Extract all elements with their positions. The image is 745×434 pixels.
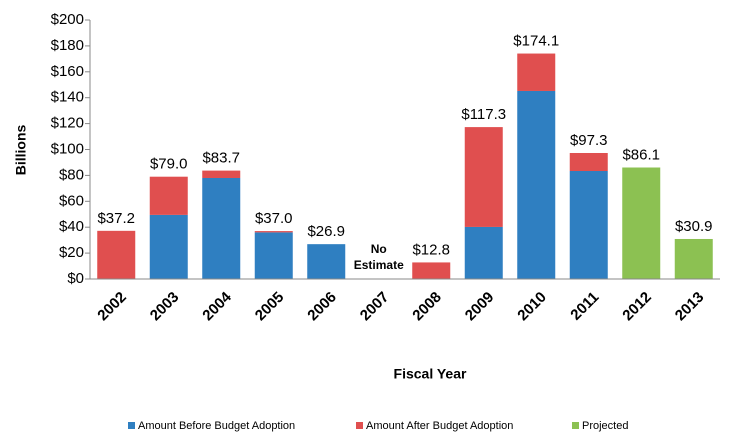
bar-segment bbox=[464, 127, 503, 227]
y-tick-label: $140 bbox=[51, 89, 84, 106]
y-axis-title: Billions bbox=[13, 125, 29, 176]
value-label: $37.0 bbox=[255, 210, 293, 227]
x-tick-label: 2005 bbox=[252, 289, 288, 325]
bar-segment bbox=[674, 238, 713, 279]
x-tick-label: 2007 bbox=[357, 289, 393, 325]
x-tick-label: 2009 bbox=[462, 289, 498, 325]
value-label: $12.8 bbox=[412, 241, 450, 258]
bar-segment bbox=[149, 176, 188, 215]
bar-segment bbox=[254, 232, 293, 279]
bar-segment bbox=[307, 244, 346, 279]
bar-segment bbox=[412, 262, 451, 279]
bar-segment bbox=[622, 167, 661, 279]
bar-segment bbox=[149, 214, 188, 279]
x-tick-label: 2012 bbox=[619, 289, 655, 325]
value-label: $37.2 bbox=[97, 210, 135, 227]
value-label: $174.1 bbox=[513, 33, 559, 50]
bar-segment bbox=[97, 230, 136, 279]
annotation: No Estimate bbox=[353, 242, 404, 272]
x-tick-label: 2008 bbox=[409, 289, 445, 325]
bar-segment bbox=[202, 170, 241, 178]
x-tick-label: 2011 bbox=[567, 289, 602, 324]
y-tick-label: $80 bbox=[59, 166, 84, 183]
x-tick-label: 2006 bbox=[304, 289, 340, 325]
value-label: $79.0 bbox=[150, 156, 188, 173]
legend-label: Projected bbox=[582, 420, 628, 432]
x-tick-label: 2003 bbox=[147, 289, 183, 325]
bar-segment bbox=[569, 152, 608, 171]
bar-segment bbox=[202, 177, 241, 279]
legend-label: Amount Before Budget Adoption bbox=[138, 420, 295, 432]
bar-segment bbox=[569, 170, 608, 279]
y-tick-label: $100 bbox=[51, 140, 84, 157]
legend-label: Amount After Budget Adoption bbox=[366, 420, 513, 432]
bar-segment bbox=[464, 226, 503, 279]
value-label: $83.7 bbox=[202, 150, 240, 167]
y-tick-label: $40 bbox=[59, 218, 84, 235]
value-label: $86.1 bbox=[622, 146, 660, 163]
legend-swatch bbox=[128, 422, 135, 429]
x-tick-label: 2002 bbox=[94, 289, 130, 325]
x-tick-label: 2010 bbox=[514, 289, 550, 325]
x-axis-title: Fiscal Year bbox=[394, 366, 467, 382]
bar-segment bbox=[517, 90, 556, 279]
legend-swatch bbox=[356, 422, 363, 429]
y-tick-label: $20 bbox=[59, 244, 84, 261]
y-tick-label: $200 bbox=[51, 11, 84, 28]
y-tick-label: $60 bbox=[59, 192, 84, 209]
bar-segment bbox=[254, 231, 293, 233]
y-tick-label: $0 bbox=[67, 270, 84, 287]
y-tick-label: $160 bbox=[51, 63, 84, 80]
value-label: $97.3 bbox=[570, 132, 608, 149]
value-label: $30.9 bbox=[675, 218, 713, 235]
value-label: $117.3 bbox=[461, 106, 506, 123]
y-tick-label: $180 bbox=[51, 37, 84, 54]
x-tick-label: 2004 bbox=[199, 288, 235, 324]
x-tick-label: 2013 bbox=[672, 289, 708, 325]
value-label: $26.9 bbox=[307, 223, 345, 240]
y-tick-label: $120 bbox=[51, 115, 84, 132]
legend-swatch bbox=[572, 422, 579, 429]
bar-segment bbox=[517, 53, 556, 91]
